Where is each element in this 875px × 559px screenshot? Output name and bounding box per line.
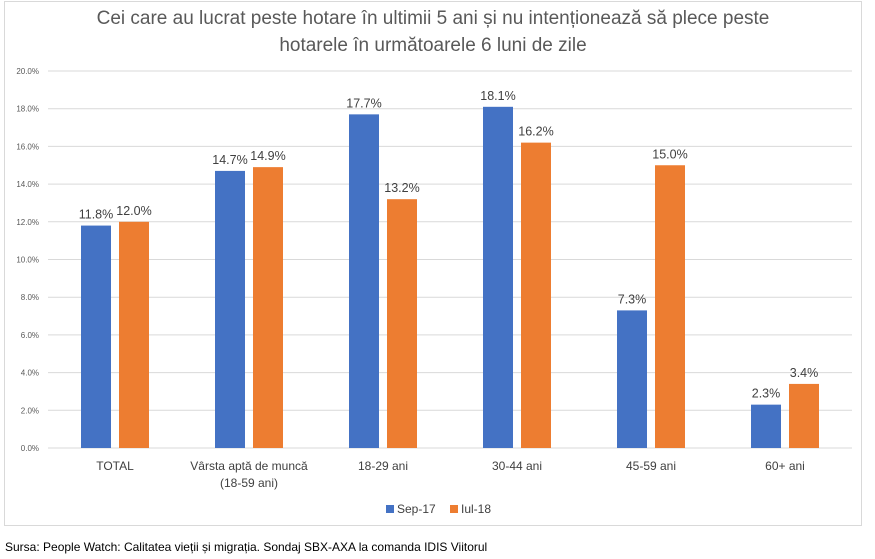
- bar-sep-17-1: [215, 170, 245, 448]
- category-label: Vârsta aptă de muncă: [190, 459, 308, 473]
- bar-sep-17-2: [349, 114, 379, 448]
- bar-iul-18-3: [521, 142, 551, 448]
- data-labels: 11.8% 12.0% 14.7% 14.9% 17.7% 13.2% 18.1% 16.2%…: [79, 89, 819, 401]
- chart-title-line-1: Cei care au lucrat peste hotare în ultim…: [97, 8, 770, 29]
- source-note: Sursa: People Watch: Calitatea vieții și…: [5, 540, 488, 554]
- data-label: 14.9%: [250, 149, 285, 163]
- y-tick-label: 14.0%: [16, 180, 39, 189]
- legend-label: Sep-17: [397, 502, 436, 516]
- data-label: 11.8%: [79, 208, 114, 222]
- y-axis-ticks: 0.0% 2.0% 4.0% 6.0% 8.0% 10.0% 12.0% 14.0% 16.0%…: [16, 67, 39, 453]
- y-tick-label: 2.0%: [21, 406, 39, 415]
- y-tick-label: 16.0%: [16, 142, 39, 151]
- bar-iul-18-5: [789, 383, 819, 448]
- bar-iul-18-2: [387, 199, 417, 448]
- legend-swatch: [450, 505, 458, 513]
- y-tick-label: 0.0%: [21, 444, 39, 453]
- category-label: (18-59 ani): [220, 476, 278, 490]
- bar-iul-18-0: [119, 221, 149, 448]
- chart-title-line-2: hotarele în următoarele 6 luni de zile: [279, 35, 586, 56]
- bar-iul-18-1: [253, 167, 283, 448]
- category-label: 18-29 ani: [358, 459, 408, 473]
- x-axis-categories: TOTAL Vârsta aptă de muncă (18-59 ani) 18-2…: [96, 459, 805, 490]
- data-label: 7.3%: [618, 292, 647, 306]
- y-tick-label: 6.0%: [21, 331, 39, 340]
- data-label: 17.7%: [346, 96, 381, 110]
- y-tick-label: 12.0%: [16, 218, 39, 227]
- bar-iul-18-4: [655, 165, 685, 448]
- data-label: 3.4%: [790, 366, 819, 380]
- y-tick-label: 8.0%: [21, 293, 39, 302]
- gridlines: [48, 70, 852, 449]
- y-tick-label: 18.0%: [16, 105, 39, 114]
- y-tick-label: 4.0%: [21, 369, 39, 378]
- chart-title: Cei care au lucrat peste hotare în ultim…: [97, 8, 770, 56]
- bar-sep-17-5: [751, 404, 781, 448]
- data-label: 16.2%: [518, 125, 553, 139]
- legend: Sep-17 Iul-18: [386, 502, 491, 516]
- data-label: 18.1%: [480, 89, 515, 103]
- y-tick-label: 20.0%: [16, 67, 39, 76]
- bars: [81, 106, 819, 448]
- category-label: TOTAL: [96, 459, 134, 473]
- y-tick-label: 10.0%: [16, 256, 39, 265]
- data-label: 2.3%: [752, 387, 781, 401]
- data-label: 15.0%: [652, 147, 687, 161]
- bar-sep-17-4: [617, 310, 647, 448]
- bar-sep-17-3: [483, 106, 513, 448]
- data-label: 14.7%: [212, 153, 247, 167]
- bar-sep-17-0: [81, 225, 111, 448]
- category-label: 30-44 ani: [492, 459, 542, 473]
- data-label: 13.2%: [384, 181, 419, 195]
- legend-label: Iul-18: [461, 502, 491, 516]
- legend-swatch: [386, 505, 394, 513]
- category-label: 45-59 ani: [626, 459, 676, 473]
- data-label: 12.0%: [116, 204, 151, 218]
- category-label: 60+ ani: [765, 459, 805, 473]
